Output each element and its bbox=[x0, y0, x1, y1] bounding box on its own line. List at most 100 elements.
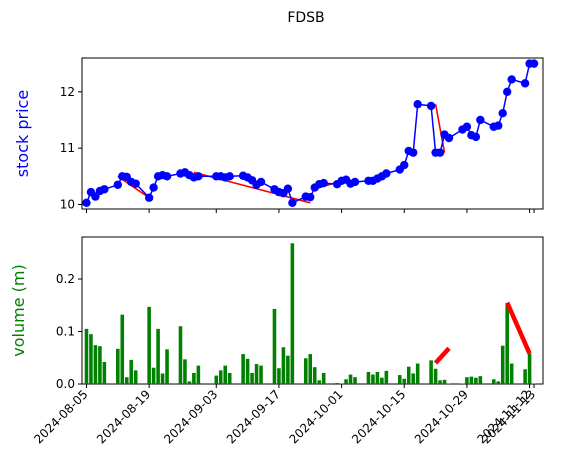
price-y-tick-label: 10 bbox=[60, 197, 75, 211]
volume-trend-line bbox=[433, 346, 451, 365]
volume-bar bbox=[214, 375, 219, 384]
volume-bar bbox=[272, 308, 277, 384]
volume-bar bbox=[406, 366, 411, 384]
price-y-tick-label: 12 bbox=[60, 85, 75, 99]
volume-bar bbox=[133, 370, 138, 384]
x-tick-label: 2024-09-17 bbox=[224, 387, 283, 446]
volume-bar bbox=[254, 364, 259, 384]
price-point bbox=[502, 87, 512, 97]
volume-bar bbox=[532, 383, 536, 384]
price-point bbox=[400, 160, 409, 170]
price-point bbox=[494, 121, 503, 130]
volume-bar bbox=[218, 370, 223, 384]
price-point bbox=[529, 59, 539, 68]
volume-bar bbox=[227, 372, 232, 384]
volume-trend-lines bbox=[433, 301, 532, 365]
volume-bar bbox=[527, 353, 532, 384]
price-point bbox=[100, 185, 109, 194]
volume-axes-frame bbox=[81, 236, 544, 385]
volume-bar bbox=[371, 374, 375, 384]
price-point bbox=[413, 100, 422, 109]
volume-bar bbox=[160, 373, 165, 384]
x-tick-label: 2024-10-29 bbox=[412, 387, 471, 446]
volume-bars bbox=[84, 243, 536, 384]
price-point bbox=[113, 180, 123, 189]
volume-bar bbox=[397, 375, 402, 384]
volume-bar bbox=[84, 328, 89, 384]
volume-bar bbox=[259, 365, 263, 384]
price-point bbox=[256, 177, 266, 187]
x-tick-label: 2024-11-13 bbox=[479, 387, 538, 446]
volume-bar bbox=[402, 378, 407, 384]
volume-bar bbox=[353, 377, 357, 384]
volume-bar bbox=[411, 373, 415, 384]
volume-bar bbox=[474, 377, 478, 384]
volume-y-ticks: 0.0 0.1 0.2 bbox=[56, 272, 82, 391]
volume-trend-line bbox=[505, 301, 532, 355]
volume-bar bbox=[120, 314, 125, 384]
volume-bar bbox=[505, 304, 509, 384]
volume-bar bbox=[102, 361, 107, 384]
volume-bar bbox=[93, 345, 98, 384]
price-point bbox=[82, 198, 91, 208]
volume-y-tick-label: 0.0 bbox=[56, 377, 75, 391]
volume-bar bbox=[196, 365, 201, 384]
price-trend-line bbox=[434, 104, 446, 153]
x-tick-label: 2024-10-15 bbox=[349, 387, 408, 446]
volume-bar bbox=[223, 365, 228, 384]
volume-bar bbox=[344, 379, 348, 384]
volume-bar bbox=[384, 370, 389, 384]
volume-bar bbox=[348, 374, 353, 384]
volume-y-tick-label: 0.1 bbox=[56, 325, 75, 339]
volume-bar bbox=[415, 363, 420, 384]
volume-bar bbox=[312, 367, 317, 384]
volume-bar bbox=[89, 334, 93, 384]
volume-y-axis-label: volume (m) bbox=[9, 264, 28, 356]
volume-bar bbox=[335, 382, 339, 384]
price-y-axis-label: stock price bbox=[13, 90, 32, 177]
price-point bbox=[91, 192, 100, 201]
volume-bar bbox=[156, 328, 160, 384]
volume-bar bbox=[308, 354, 313, 384]
volume-bar bbox=[192, 372, 196, 384]
volume-bar bbox=[500, 345, 505, 384]
volume-bar bbox=[281, 347, 286, 384]
volume-bar bbox=[496, 381, 501, 384]
volume-bar bbox=[460, 383, 465, 384]
x-tick-label: 2024-10-01 bbox=[286, 387, 345, 446]
chart-title: FDSB bbox=[287, 10, 324, 26]
volume-bar bbox=[509, 363, 514, 384]
volume-bar bbox=[339, 383, 344, 384]
price-point bbox=[507, 75, 516, 84]
volume-bar bbox=[286, 355, 290, 384]
price-point bbox=[435, 148, 445, 157]
volume-x-ticks: 2024-08-05 2024-08-19 2024-09-03 2024-09-17… bbox=[31, 384, 538, 446]
price-point bbox=[306, 192, 315, 202]
volume-bar bbox=[165, 349, 169, 384]
price-line bbox=[85, 62, 534, 204]
price-point bbox=[144, 193, 154, 202]
volume-bar bbox=[151, 367, 156, 384]
price-point bbox=[476, 115, 485, 125]
volume-bar bbox=[245, 358, 250, 384]
price-point bbox=[409, 148, 418, 157]
volume-bar bbox=[321, 372, 326, 384]
price-point bbox=[462, 122, 472, 131]
volume-bar bbox=[129, 359, 134, 384]
x-tick-label: 2024-09-03 bbox=[161, 387, 220, 446]
volume-bar bbox=[469, 376, 474, 384]
price-point bbox=[283, 184, 293, 193]
volume-bar bbox=[303, 358, 308, 384]
volume-bar bbox=[523, 369, 527, 384]
volume-y-tick-label: 0.2 bbox=[56, 272, 75, 286]
price-x-ticks bbox=[85, 209, 535, 213]
volume-bar bbox=[241, 354, 245, 384]
volume-bar bbox=[277, 368, 281, 384]
price-point bbox=[444, 133, 454, 143]
price-panel: 10 11 12 stock price bbox=[13, 57, 544, 213]
price-points bbox=[82, 59, 539, 208]
price-point bbox=[382, 169, 391, 178]
price-point bbox=[350, 177, 360, 187]
price-point bbox=[471, 132, 481, 142]
